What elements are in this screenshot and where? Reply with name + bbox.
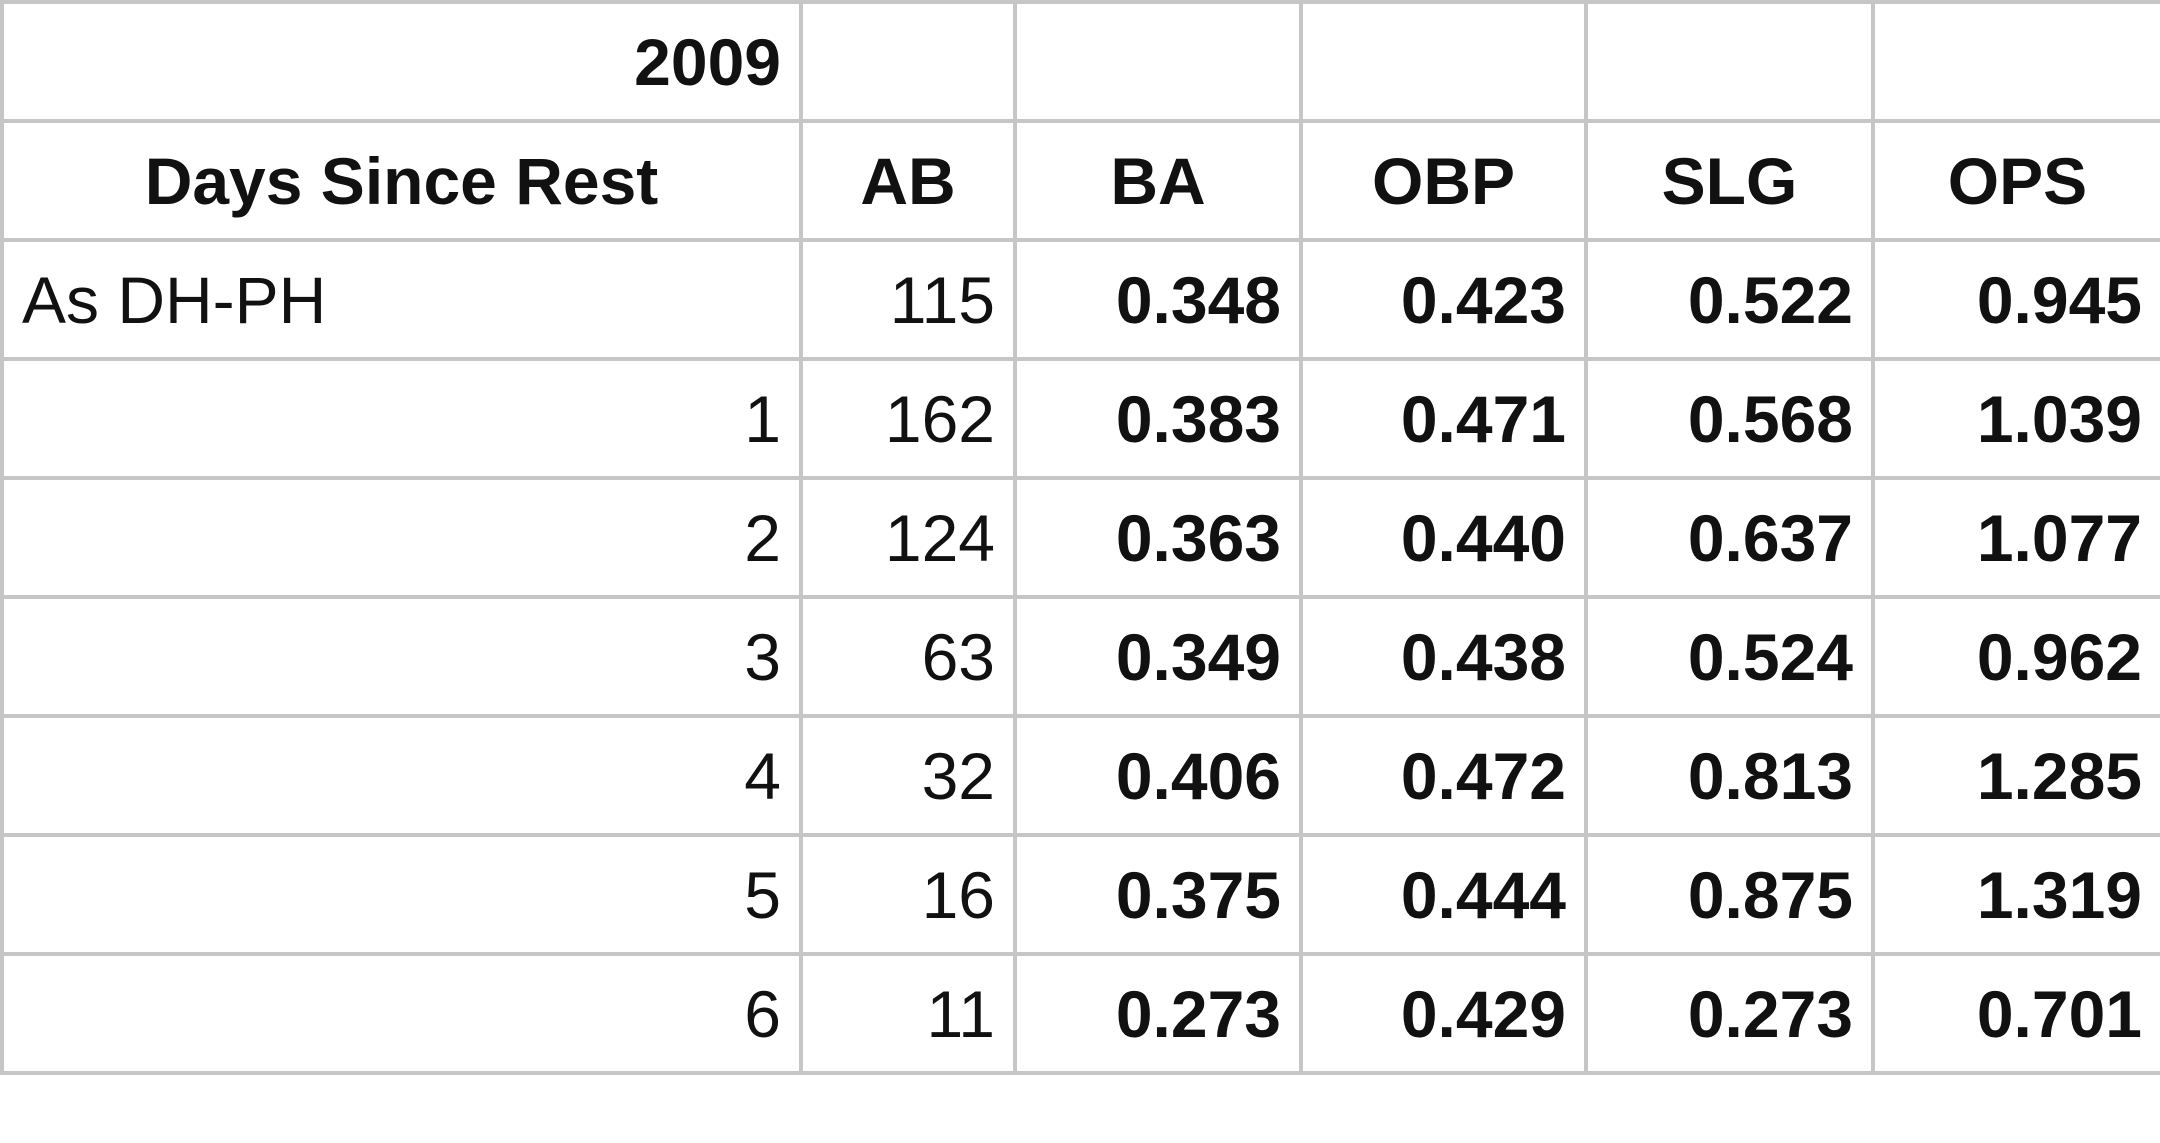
stat-cell: 0.440	[1299, 476, 1588, 599]
stat-cell: 0.444	[1299, 833, 1588, 956]
row-label: 6	[0, 952, 803, 1075]
stat-cell: 16	[799, 833, 1017, 956]
stat-cell: 32	[799, 714, 1017, 837]
row-label: As DH-PH	[0, 238, 803, 361]
row-label: 2	[0, 476, 803, 599]
header-row: Days Since Rest AB BA OBP SLG OPS	[0, 119, 2160, 242]
year-row: 2009	[0, 0, 2160, 123]
stat-cell: 0.273	[1584, 952, 1875, 1075]
stat-cell: 0.945	[1871, 238, 2160, 361]
stat-cell: 1.319	[1871, 833, 2160, 956]
column-header: OBP	[1299, 119, 1588, 242]
stat-cell: 0.472	[1299, 714, 1588, 837]
stat-cell: 0.383	[1013, 357, 1303, 480]
data-row: 4 32 0.406 0.472 0.813 1.285	[0, 714, 2160, 837]
stat-cell: 0.438	[1299, 595, 1588, 718]
stat-cell: 63	[799, 595, 1017, 718]
column-header: SLG	[1584, 119, 1875, 242]
stat-cell: 0.363	[1013, 476, 1303, 599]
stat-cell: 11	[799, 952, 1017, 1075]
stat-cell: 0.637	[1584, 476, 1875, 599]
data-row: 5 16 0.375 0.444 0.875 1.319	[0, 833, 2160, 956]
stat-cell: 0.273	[1013, 952, 1303, 1075]
stat-cell: 1.039	[1871, 357, 2160, 480]
column-header: OPS	[1871, 119, 2160, 242]
stat-cell: 0.701	[1871, 952, 2160, 1075]
row-label: 1	[0, 357, 803, 480]
stat-cell: 162	[799, 357, 1017, 480]
stats-table: 2009 Days Since Rest AB BA OBP SLG OPS As DH-PH…	[0, 0, 2160, 1075]
stat-cell: 0.522	[1584, 238, 1875, 361]
empty-cell	[1013, 0, 1303, 123]
empty-cell	[1871, 0, 2160, 123]
empty-cell	[799, 0, 1017, 123]
row-label: 5	[0, 833, 803, 956]
stat-cell: 115	[799, 238, 1017, 361]
data-row: 1 162 0.383 0.471 0.568 1.039	[0, 357, 2160, 480]
stat-cell: 1.285	[1871, 714, 2160, 837]
stat-cell: 0.406	[1013, 714, 1303, 837]
empty-cell	[1299, 0, 1588, 123]
stat-cell: 124	[799, 476, 1017, 599]
stat-cell: 1.077	[1871, 476, 2160, 599]
data-row: 3 63 0.349 0.438 0.524 0.962	[0, 595, 2160, 718]
stat-cell: 0.962	[1871, 595, 2160, 718]
column-header: BA	[1013, 119, 1303, 242]
year: 2009	[0, 0, 803, 123]
stat-cell: 0.349	[1013, 595, 1303, 718]
data-row: As DH-PH 115 0.348 0.423 0.522 0.945	[0, 238, 2160, 361]
stat-cell: 0.813	[1584, 714, 1875, 837]
stat-cell: 0.348	[1013, 238, 1303, 361]
column-header: AB	[799, 119, 1017, 242]
stat-cell: 0.875	[1584, 833, 1875, 956]
stat-cell: 0.375	[1013, 833, 1303, 956]
data-row: 6 11 0.273 0.429 0.273 0.701	[0, 952, 2160, 1075]
stat-cell: 0.524	[1584, 595, 1875, 718]
stat-cell: 0.423	[1299, 238, 1588, 361]
stat-cell: 0.568	[1584, 357, 1875, 480]
empty-cell	[1584, 0, 1875, 123]
stat-cell: 0.429	[1299, 952, 1588, 1075]
column-header: Days Since Rest	[0, 119, 803, 242]
data-row: 2 124 0.363 0.440 0.637 1.077	[0, 476, 2160, 599]
row-label: 4	[0, 714, 803, 837]
stat-cell: 0.471	[1299, 357, 1588, 480]
row-label: 3	[0, 595, 803, 718]
